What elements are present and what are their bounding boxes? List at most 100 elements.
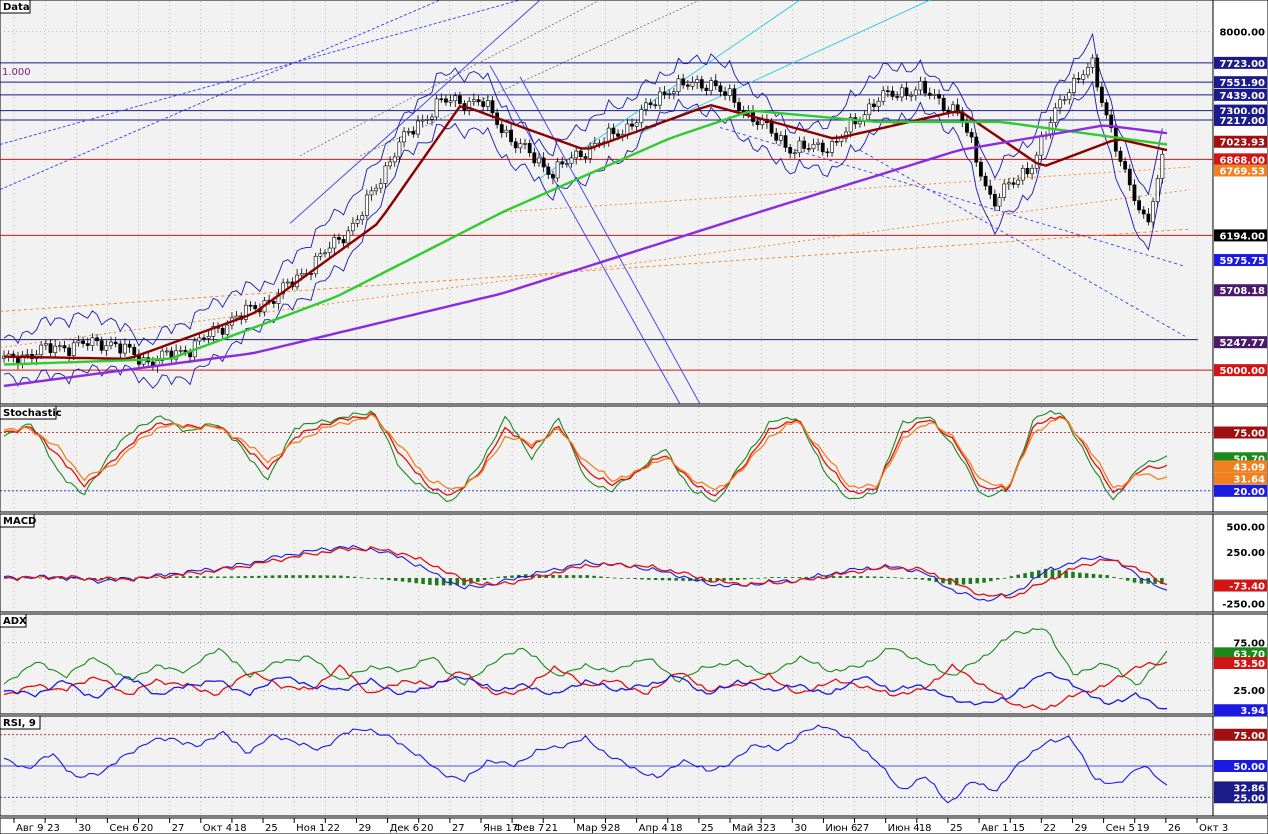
candle-body [811, 143, 816, 149]
stochastic-panel-title[interactable]: Stochastic [0, 405, 62, 420]
candle-body [681, 78, 686, 86]
price-panel-title[interactable]: Data [0, 0, 31, 14]
macd-histogram-bar [989, 577, 993, 582]
candle-body [699, 79, 704, 89]
candle-body [350, 223, 355, 232]
stoch-axis-label: 20.00 [1214, 484, 1267, 498]
trend-line [719, 127, 1186, 267]
macd-histogram-bar [38, 577, 42, 579]
candle-body [378, 183, 383, 189]
candle-body [555, 161, 560, 179]
macd-histogram-bar [900, 577, 904, 579]
macd-histogram-bar [763, 577, 767, 579]
price-axis-label: 5708.18 [1214, 284, 1267, 297]
macd-histogram-bar [681, 577, 685, 581]
x-axis-tick-label: 19 [1137, 823, 1150, 834]
candle-body [202, 337, 206, 340]
rsi-axis-label: 50.00 [1214, 760, 1267, 773]
candle-body [402, 131, 406, 143]
rsi-label-text: 32.86 [1233, 783, 1265, 794]
adx-minus-di-line [3, 661, 1168, 711]
price-label-box [1214, 104, 1267, 117]
candle-body [797, 140, 802, 154]
x-axis-tick-label: Июн 4 [888, 823, 920, 834]
candle-body [825, 151, 830, 154]
candle-body [71, 342, 76, 356]
macd-histogram-bar [879, 576, 884, 578]
rsi-panel-title[interactable]: RSI, 9 [0, 715, 41, 730]
candle-body [848, 117, 853, 133]
candle-body [913, 89, 918, 96]
price-label-box [1214, 153, 1267, 166]
candle-body [406, 130, 411, 133]
macd-histogram-bar [346, 576, 350, 578]
candle-body [39, 344, 44, 356]
macd-histogram-bar [893, 577, 897, 578]
adx-panel-title[interactable]: ADX [0, 613, 27, 628]
trend-line [0, 189, 1191, 349]
candle-body [1067, 92, 1072, 100]
stochastic-panel-name: Stochastic [3, 408, 62, 419]
macd-histogram-bar [537, 574, 542, 578]
candle-body [1095, 57, 1100, 88]
price-axis-label: 7551.90 [1214, 76, 1267, 89]
candle-body [755, 121, 760, 126]
price-axis-label: 7300.00 [1214, 104, 1267, 118]
x-axis-tick-label: Фев 7 [514, 823, 544, 834]
macd-histogram-bar [640, 577, 644, 580]
trend-line [289, 0, 541, 224]
candle-body [1081, 74, 1086, 80]
candle-body [676, 78, 681, 92]
panel-stoch-area [0, 405, 1214, 513]
macd-panel-title[interactable]: MACD [0, 513, 36, 528]
macd-histogram-bar [1071, 571, 1075, 578]
macd-histogram-bar [975, 577, 979, 584]
candle-body [727, 88, 732, 96]
bollinger-upper-line [3, 32, 1163, 347]
macd-histogram-bar [393, 577, 398, 581]
candle-body [988, 185, 993, 195]
candle-body [1104, 102, 1109, 116]
macd-histogram-bar [961, 577, 966, 585]
rsi-axis-label: 75.00 [1214, 728, 1267, 742]
macd-histogram-bar [564, 575, 569, 578]
macd-histogram-bar [1132, 577, 1137, 583]
candle-body [788, 147, 793, 154]
candle-body [839, 137, 844, 142]
rsi-axis-label: 25.00 [1214, 791, 1267, 804]
candle-body [383, 165, 388, 184]
price-axis-label: 8000.00 [1219, 28, 1265, 39]
x-axis-tick-label: 22 [1043, 823, 1056, 834]
candle-body [53, 345, 58, 353]
macd-label-text: -73.40 [1229, 582, 1265, 593]
candle-body [57, 345, 62, 347]
macd-histogram-bar [729, 577, 733, 581]
macd-histogram-bar [708, 577, 713, 582]
candle-body [509, 129, 513, 143]
candle-body [1072, 78, 1076, 93]
candle-body [99, 340, 104, 351]
candle-body [276, 293, 281, 304]
candle-body [564, 163, 569, 165]
candle-body [606, 127, 611, 143]
x-axis-tick-label: Май 3 [732, 823, 763, 834]
candle-body [67, 347, 72, 356]
candle-body [467, 101, 472, 111]
macd-histogram-bar [291, 575, 295, 578]
candle-body [48, 343, 53, 353]
macd-histogram-bar [407, 577, 412, 583]
candle-body [388, 161, 393, 167]
macd-histogram-bar [99, 577, 104, 580]
fib-level-label: 1.000 [2, 67, 31, 78]
adx-line [3, 671, 1167, 710]
price-label-box [1214, 336, 1267, 349]
price-label-text: 5247.77 [1219, 338, 1265, 349]
price-label-text: 7439.00 [1219, 91, 1265, 102]
stoch-axis-label: 75.00 [1214, 426, 1267, 440]
stoch-axis-label: 31.64 [1214, 472, 1267, 485]
x-axis-tick-label: 21 [545, 823, 558, 834]
candle-body [197, 337, 202, 342]
macd-histogram-bar [1091, 573, 1096, 578]
candle-body [206, 336, 211, 339]
